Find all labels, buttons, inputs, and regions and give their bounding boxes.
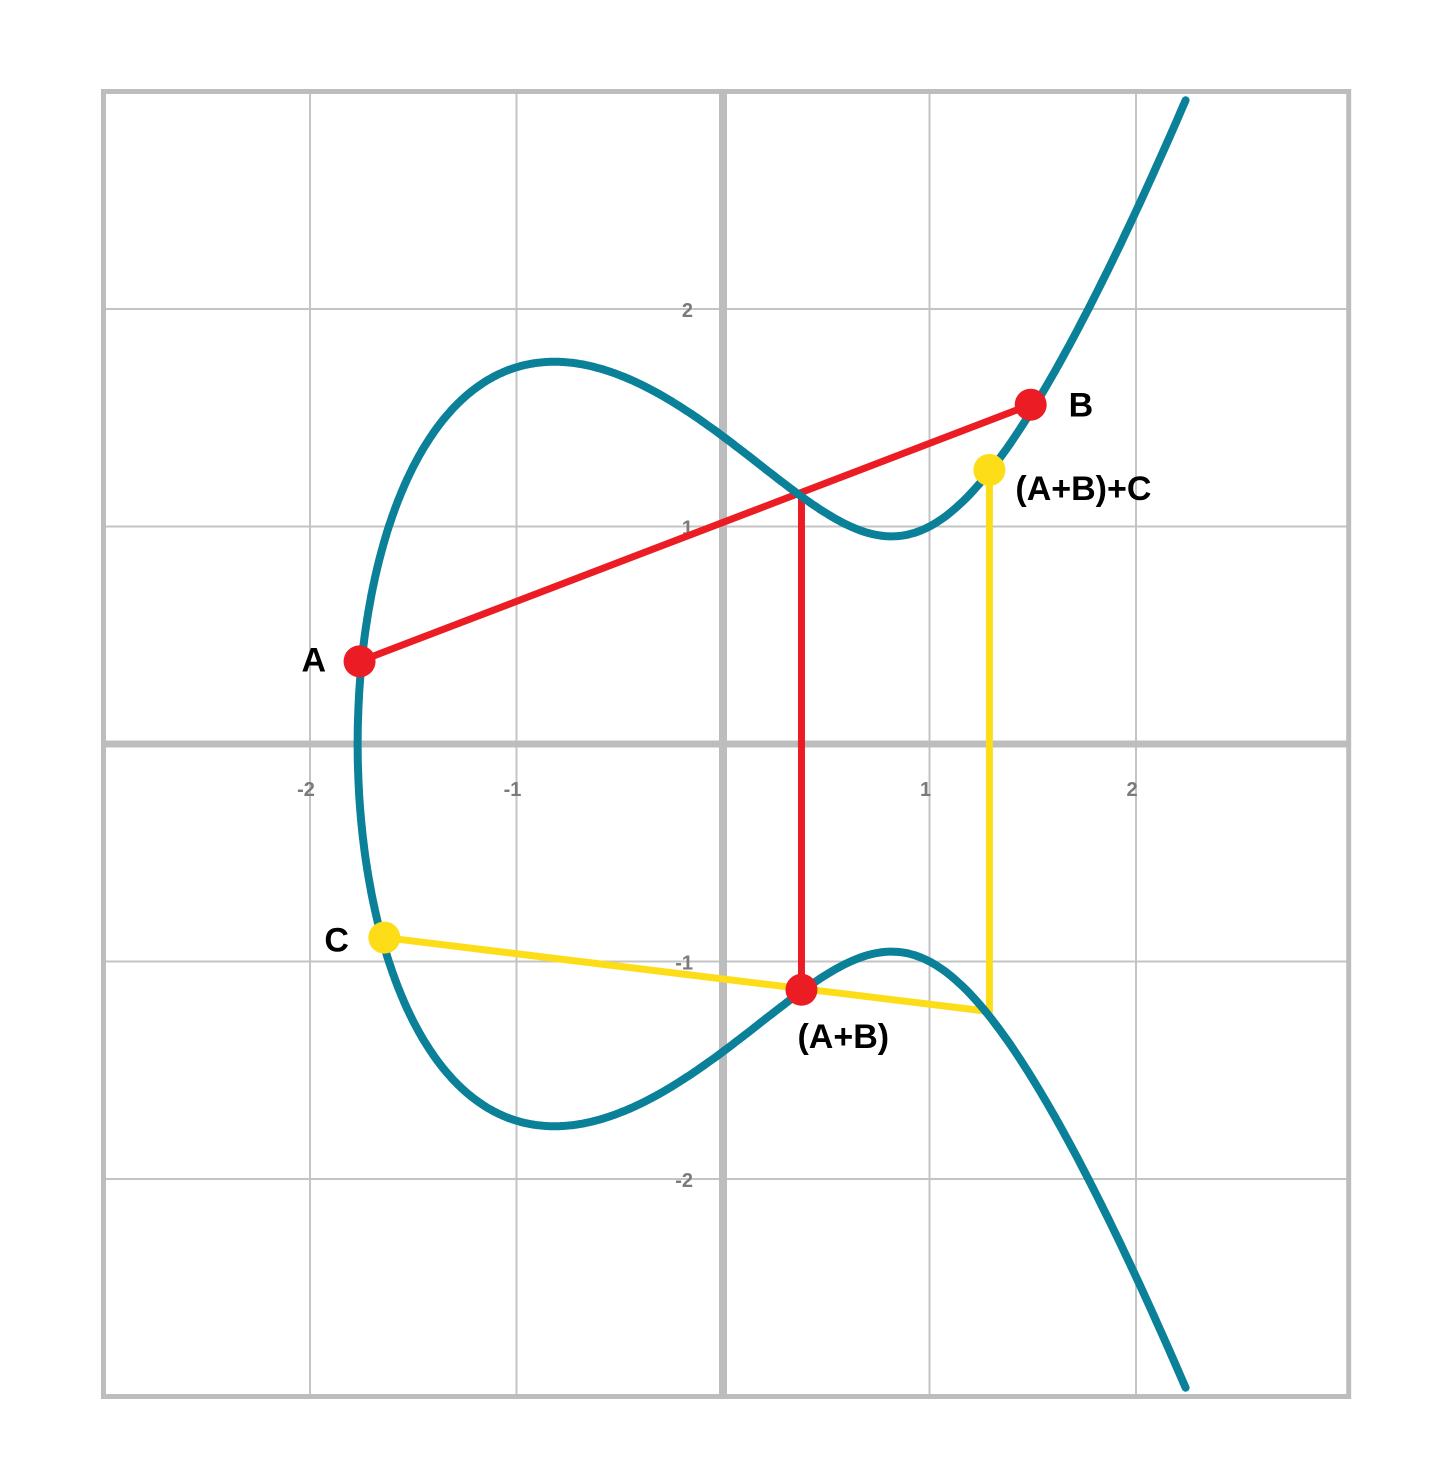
x-tick-label: 2 xyxy=(1126,779,1137,801)
construction-lines xyxy=(356,401,1035,1016)
axes xyxy=(103,91,1349,1397)
x-tick-label: -2 xyxy=(297,779,315,801)
point-c xyxy=(368,921,401,954)
x-tick-label: -1 xyxy=(504,779,522,801)
point-b xyxy=(1014,388,1047,421)
y-tick-label: 1 xyxy=(682,518,693,540)
y-tick-label: 2 xyxy=(682,300,693,322)
point-label: B xyxy=(1069,387,1094,425)
tick-labels: -2 -1 1 2 2 1 -1 -2 xyxy=(297,300,1137,1192)
points: A B (A+B) C (A+B)+C xyxy=(302,387,1152,1056)
elliptic-curve xyxy=(353,96,1190,1392)
y-tick-label: -1 xyxy=(675,953,693,975)
point-label: C xyxy=(324,922,349,960)
x-tick-label: 1 xyxy=(920,779,931,801)
red-segment xyxy=(356,401,1035,665)
point-ab xyxy=(785,973,818,1006)
point-abc xyxy=(973,453,1006,486)
point-label: (A+B)+C xyxy=(1015,470,1151,508)
point-label: A xyxy=(302,641,327,679)
y-tick-label: -2 xyxy=(675,1170,693,1192)
point-a xyxy=(343,645,376,678)
yellow-segment xyxy=(380,934,993,1016)
point-label: (A+B) xyxy=(797,1018,889,1056)
